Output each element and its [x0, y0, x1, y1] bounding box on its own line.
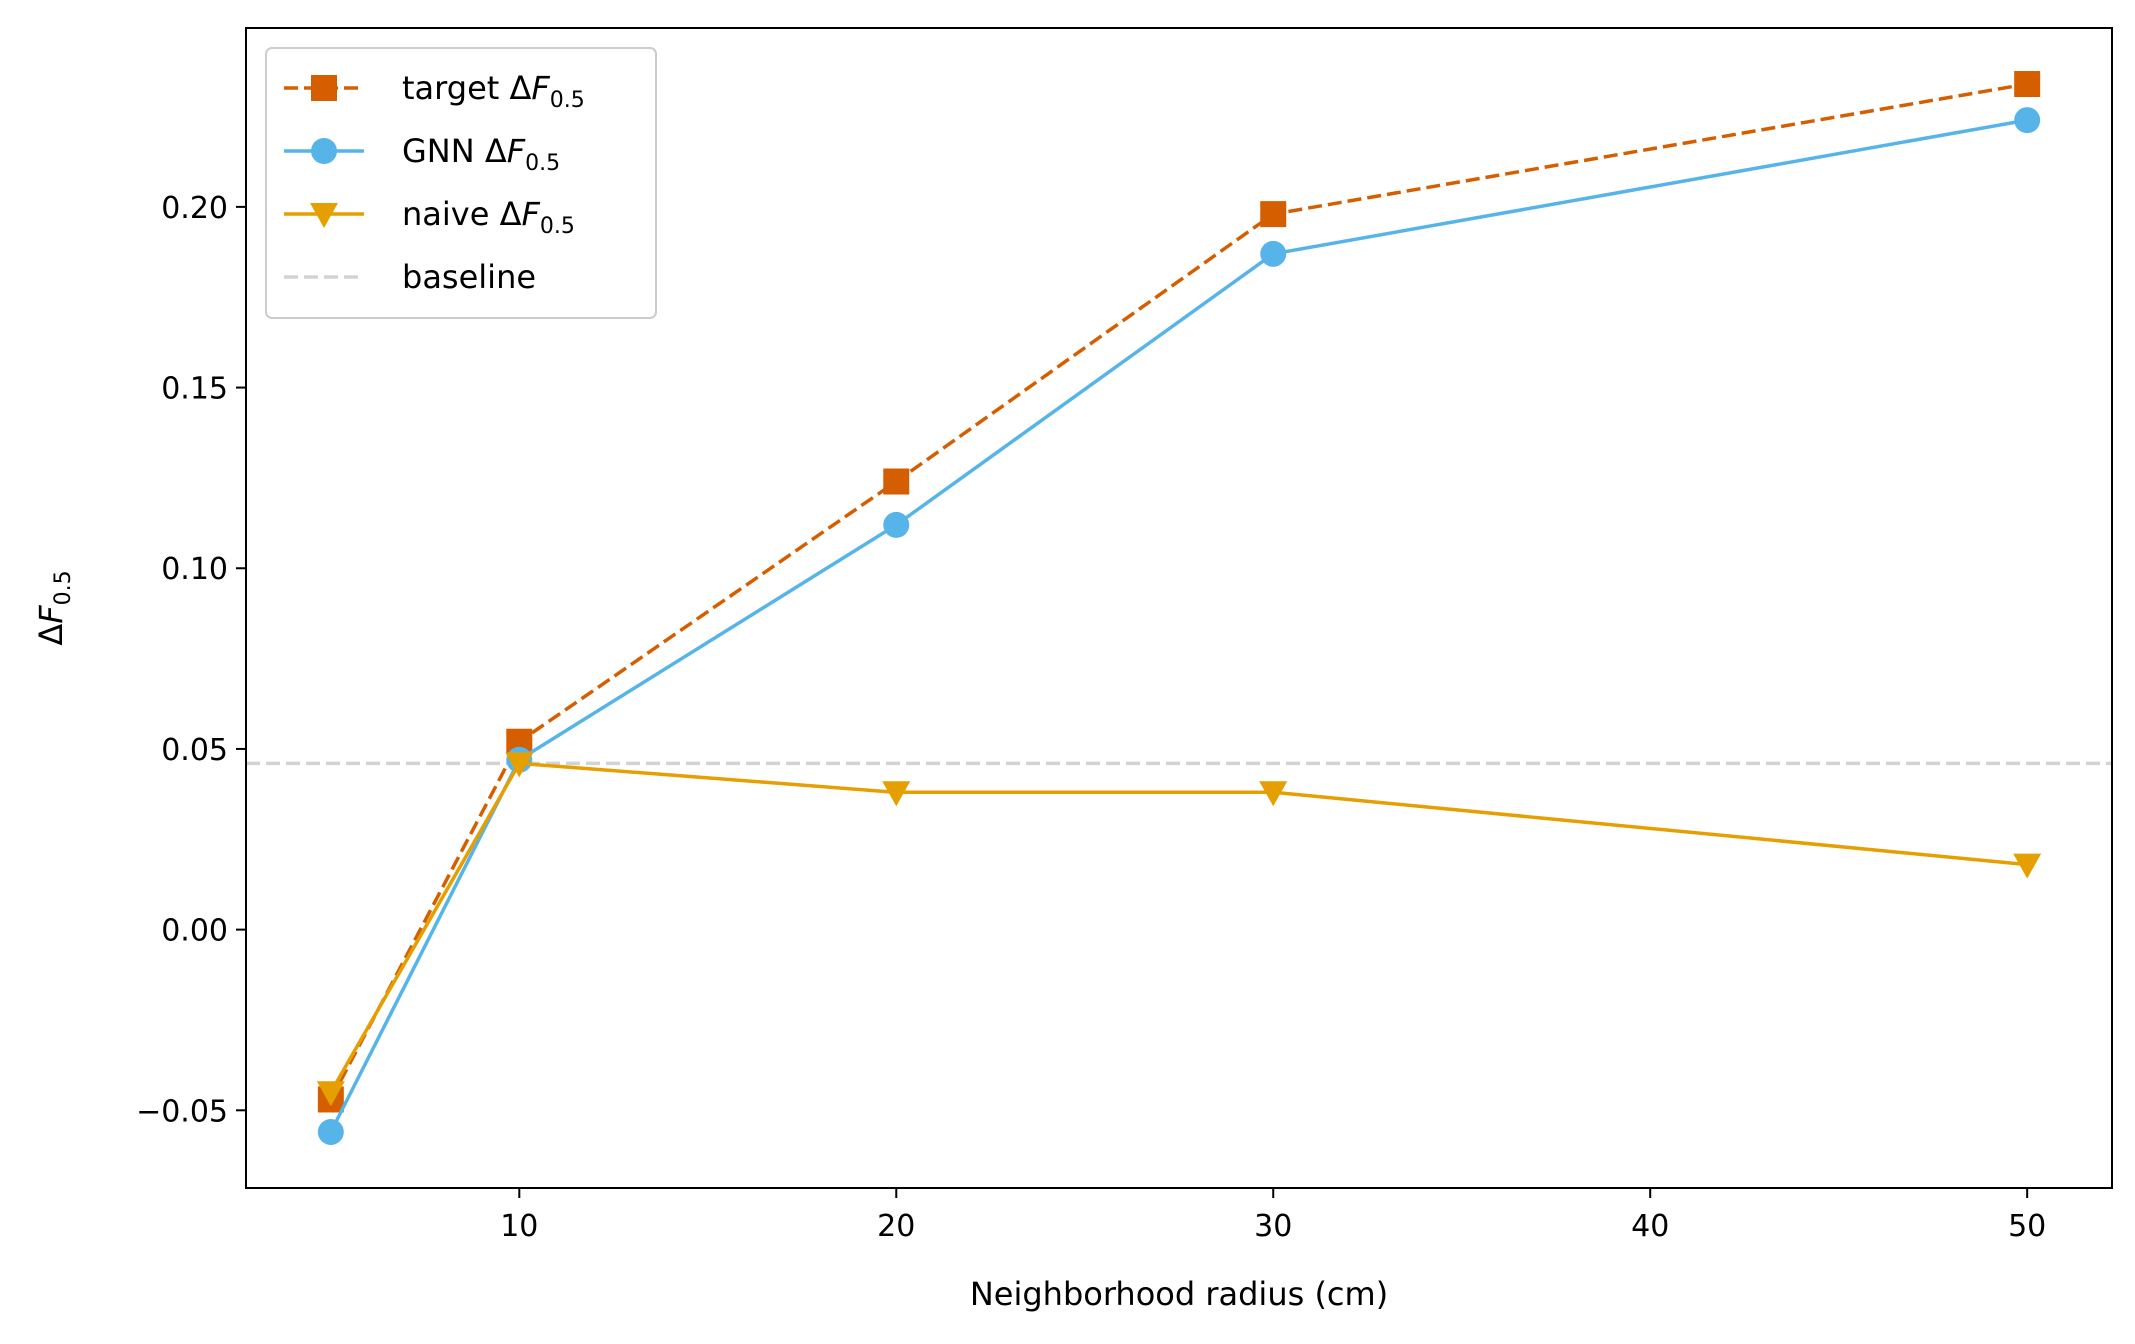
x-tick-label: 20 [877, 1209, 915, 1244]
data-point [1259, 781, 1288, 807]
legend-marker [311, 75, 337, 101]
y-tick-label: 0.10 [161, 552, 228, 587]
legend-label: baseline [402, 258, 536, 296]
legend-label: target ΔF0.5 [402, 69, 585, 113]
legend: target ΔF0.5 GNN ΔF0.5 naive ΔF0.5 baseline [265, 47, 657, 319]
series-2 [316, 752, 2042, 1107]
y-tick-label: 0.15 [161, 372, 228, 407]
data-point [316, 1081, 345, 1107]
plot-frame [245, 27, 2113, 1189]
y-tick-label: −0.05 [136, 1094, 228, 1129]
x-axis: 10 20 30 40 50 [500, 1188, 2046, 1244]
y-tick-label: 0.20 [161, 191, 228, 226]
data-point [1260, 240, 1287, 267]
legend-box [265, 47, 657, 319]
y-tick-label: 0.05 [161, 733, 228, 768]
legend-marker [311, 138, 337, 164]
data-point [2014, 107, 2041, 134]
x-tick-label: 50 [2008, 1209, 2046, 1244]
legend-label: GNN ΔF0.5 [402, 132, 560, 176]
series-layer [316, 71, 2042, 1145]
data-point [883, 468, 910, 495]
data-point [2014, 71, 2041, 98]
data-point [505, 752, 534, 778]
x-tick-label: 10 [500, 1209, 538, 1244]
x-tick-label: 40 [1631, 1209, 1669, 1244]
legend-marker [310, 203, 338, 228]
data-point [1260, 201, 1287, 228]
y-tick-label: 0.00 [161, 914, 228, 949]
data-point [882, 781, 911, 807]
y-axis-label: ΔF0.5 [32, 570, 76, 645]
data-point [2013, 853, 2042, 879]
data-point [883, 511, 910, 538]
legend-label: naive ΔF0.5 [402, 195, 575, 239]
data-point [317, 1118, 344, 1145]
x-axis-label: Neighborhood radius (cm) [970, 1275, 1388, 1313]
y-axis: −0.05 0.00 0.05 0.10 0.15 0.20 [136, 191, 246, 1129]
x-tick-label: 30 [1254, 1209, 1292, 1244]
